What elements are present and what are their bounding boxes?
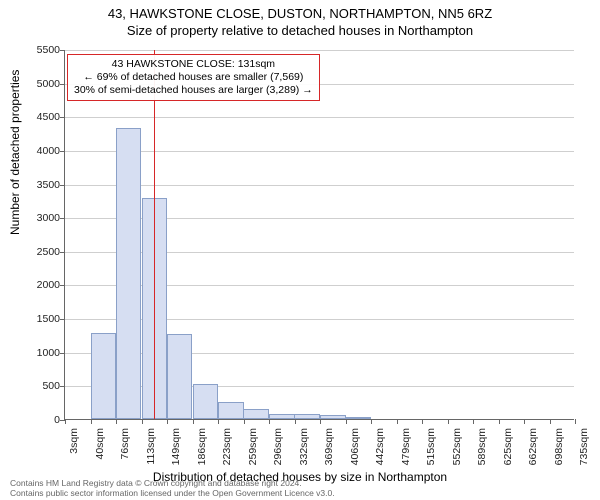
y-tick-mark xyxy=(60,185,65,186)
y-tick-label: 4000 xyxy=(8,145,60,157)
y-tick-label: 1500 xyxy=(8,313,60,325)
y-tick-mark xyxy=(60,50,65,51)
y-tick-label: 5500 xyxy=(8,44,60,56)
y-tick-mark xyxy=(60,252,65,253)
x-tick-mark xyxy=(91,419,92,424)
x-tick-label: 625sqm xyxy=(502,428,514,478)
x-tick-label: 515sqm xyxy=(425,428,437,478)
x-tick-mark xyxy=(116,419,117,424)
histogram-bar xyxy=(269,414,295,419)
x-tick-mark xyxy=(142,419,143,424)
x-tick-mark xyxy=(346,419,347,424)
y-tick-mark xyxy=(60,218,65,219)
y-tick-label: 1000 xyxy=(8,347,60,359)
histogram-bar xyxy=(294,414,320,419)
y-tick-label: 0 xyxy=(8,414,60,426)
x-tick-label: 662sqm xyxy=(527,428,539,478)
title-block: 43, HAWKSTONE CLOSE, DUSTON, NORTHAMPTON… xyxy=(0,6,600,38)
histogram-bar xyxy=(218,402,244,419)
x-tick-mark xyxy=(499,419,500,424)
histogram-bar xyxy=(243,409,269,419)
x-tick-mark xyxy=(65,419,66,424)
x-tick-label: 149sqm xyxy=(170,428,182,478)
y-tick-mark xyxy=(60,285,65,286)
x-tick-label: 186sqm xyxy=(196,428,208,478)
x-tick-label: 406sqm xyxy=(349,428,361,478)
plot-area: 43 HAWKSTONE CLOSE: 131sqm← 69% of detac… xyxy=(64,50,574,420)
x-tick-mark xyxy=(397,419,398,424)
x-tick-mark xyxy=(575,419,576,424)
x-tick-label: 3sqm xyxy=(68,428,80,478)
x-tick-mark xyxy=(269,419,270,424)
x-tick-label: 479sqm xyxy=(400,428,412,478)
histogram-bar xyxy=(91,333,117,419)
y-tick-label: 2000 xyxy=(8,279,60,291)
histogram-bar xyxy=(346,417,372,419)
x-tick-mark xyxy=(295,419,296,424)
x-tick-label: 589sqm xyxy=(476,428,488,478)
x-tick-label: 223sqm xyxy=(221,428,233,478)
histogram-bar xyxy=(320,415,346,419)
x-tick-mark xyxy=(218,419,219,424)
x-tick-label: 698sqm xyxy=(553,428,565,478)
x-tick-label: 76sqm xyxy=(119,428,131,478)
histogram-bar xyxy=(167,334,193,419)
callout-line2: ← 69% of detached houses are smaller (7,… xyxy=(74,71,313,84)
x-tick-label: 113sqm xyxy=(145,428,157,478)
x-tick-mark xyxy=(473,419,474,424)
y-tick-mark xyxy=(60,151,65,152)
title-line1: 43, HAWKSTONE CLOSE, DUSTON, NORTHAMPTON… xyxy=(0,6,600,21)
x-tick-label: 735sqm xyxy=(578,428,590,478)
y-tick-mark xyxy=(60,353,65,354)
x-tick-mark xyxy=(244,419,245,424)
x-tick-label: 296sqm xyxy=(272,428,284,478)
y-gridline xyxy=(65,117,574,118)
x-tick-label: 552sqm xyxy=(451,428,463,478)
y-tick-label: 500 xyxy=(8,380,60,392)
chart-container: 43, HAWKSTONE CLOSE, DUSTON, NORTHAMPTON… xyxy=(0,0,600,500)
y-gridline xyxy=(65,50,574,51)
y-tick-mark xyxy=(60,117,65,118)
x-tick-label: 369sqm xyxy=(323,428,335,478)
marker-line xyxy=(154,50,155,419)
callout-line3: 30% of semi-detached houses are larger (… xyxy=(74,84,313,97)
histogram-bar xyxy=(193,384,219,419)
x-tick-mark xyxy=(448,419,449,424)
histogram-bar xyxy=(116,128,142,419)
attribution-footer: Contains HM Land Registry data © Crown c… xyxy=(10,479,335,499)
title-line2: Size of property relative to detached ho… xyxy=(0,23,600,38)
y-tick-mark xyxy=(60,84,65,85)
marker-callout: 43 HAWKSTONE CLOSE: 131sqm← 69% of detac… xyxy=(67,54,320,101)
x-tick-mark xyxy=(422,419,423,424)
x-tick-label: 442sqm xyxy=(374,428,386,478)
y-tick-label: 2500 xyxy=(8,246,60,258)
y-tick-label: 5000 xyxy=(8,78,60,90)
x-tick-label: 259sqm xyxy=(247,428,259,478)
y-tick-label: 4500 xyxy=(8,111,60,123)
x-tick-mark xyxy=(167,419,168,424)
footer-line2: Contains public sector information licen… xyxy=(10,489,335,499)
x-tick-mark xyxy=(193,419,194,424)
x-tick-label: 332sqm xyxy=(298,428,310,478)
callout-line1: 43 HAWKSTONE CLOSE: 131sqm xyxy=(74,58,313,71)
x-tick-mark xyxy=(524,419,525,424)
x-tick-label: 40sqm xyxy=(94,428,106,478)
y-tick-label: 3500 xyxy=(8,179,60,191)
y-tick-mark xyxy=(60,319,65,320)
y-tick-mark xyxy=(60,386,65,387)
y-tick-label: 3000 xyxy=(8,212,60,224)
x-tick-mark xyxy=(550,419,551,424)
x-tick-mark xyxy=(320,419,321,424)
x-tick-mark xyxy=(371,419,372,424)
